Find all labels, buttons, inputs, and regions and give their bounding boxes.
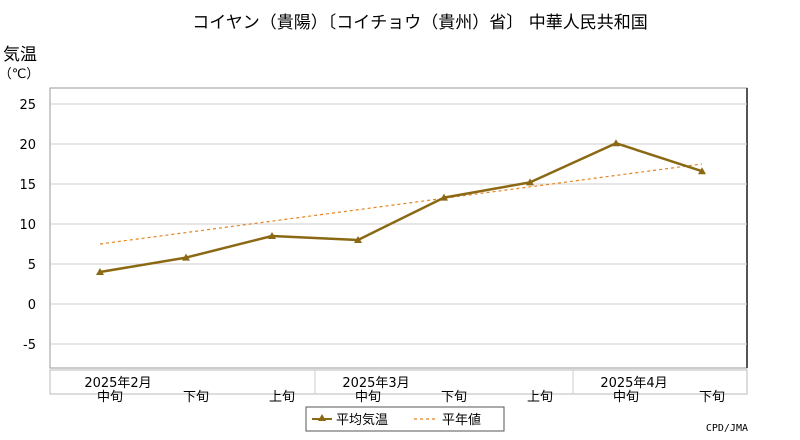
y-axis-unit: （℃） [0, 67, 39, 82]
avg-temp-line [99, 141, 703, 274]
x-tick-label: 下旬 [699, 390, 725, 405]
y-tick-labels: 25 20 15 10 5 0 -5 [19, 98, 36, 353]
x-axis-band [49, 369, 748, 395]
y-tick-label: 0 [28, 298, 36, 313]
y-tick-label: -5 [23, 338, 36, 353]
legend-avg-marker [318, 414, 326, 421]
y-tick-label: 20 [19, 138, 36, 153]
avg-temp-point [96, 268, 104, 275]
x-tick-label: 中旬 [97, 390, 123, 405]
x-tick-label: 中旬 [613, 390, 639, 405]
y-tick-label: 10 [19, 218, 36, 233]
avg-temp-series [96, 139, 706, 275]
x-tick-label: 上旬 [527, 390, 553, 405]
avg-temp-point [612, 139, 620, 147]
avg-temp-point [354, 236, 362, 243]
x-tick-labels: 中旬 下旬 上旬 中旬 下旬 上旬 中旬 下旬 [97, 390, 725, 405]
x-tick-label: 下旬 [441, 390, 467, 405]
x-tick-label: 中旬 [355, 390, 381, 405]
month-label: 2025年3月 [342, 376, 409, 391]
source-credit: CPD/JMA [706, 423, 748, 434]
grid-lines [50, 103, 747, 345]
y-tick-label: 15 [19, 178, 36, 193]
normal-series [99, 163, 703, 245]
y-axis-label: 気温 [3, 45, 37, 65]
avg-temp-point [698, 167, 706, 175]
month-separators [314, 370, 574, 394]
y-tick-label: 5 [28, 258, 36, 273]
avg-temp-point [182, 253, 190, 261]
avg-temp-point [268, 232, 276, 239]
legend-avg-label: 平均気温 [336, 412, 388, 428]
month-labels: 2025年2月 2025年3月 2025年4月 [84, 376, 667, 391]
legend: 平均気温 平年値 [305, 406, 505, 432]
x-tick-label: 下旬 [183, 390, 209, 405]
legend-normal-label: 平年値 [442, 412, 481, 428]
month-label: 2025年4月 [600, 376, 667, 391]
x-tick-label: 上旬 [269, 390, 295, 405]
legend-box [305, 406, 505, 432]
plot-area [49, 87, 748, 369]
normal-line [99, 163, 703, 245]
avg-temp-point [440, 193, 448, 201]
y-tick-label: 25 [19, 98, 36, 113]
month-label: 2025年2月 [84, 376, 151, 391]
avg-temp-point [526, 178, 534, 186]
chart-title: コイヤン（貴陽）〔コイチョウ（貴州）省〕 中華人民共和国 [192, 13, 647, 33]
